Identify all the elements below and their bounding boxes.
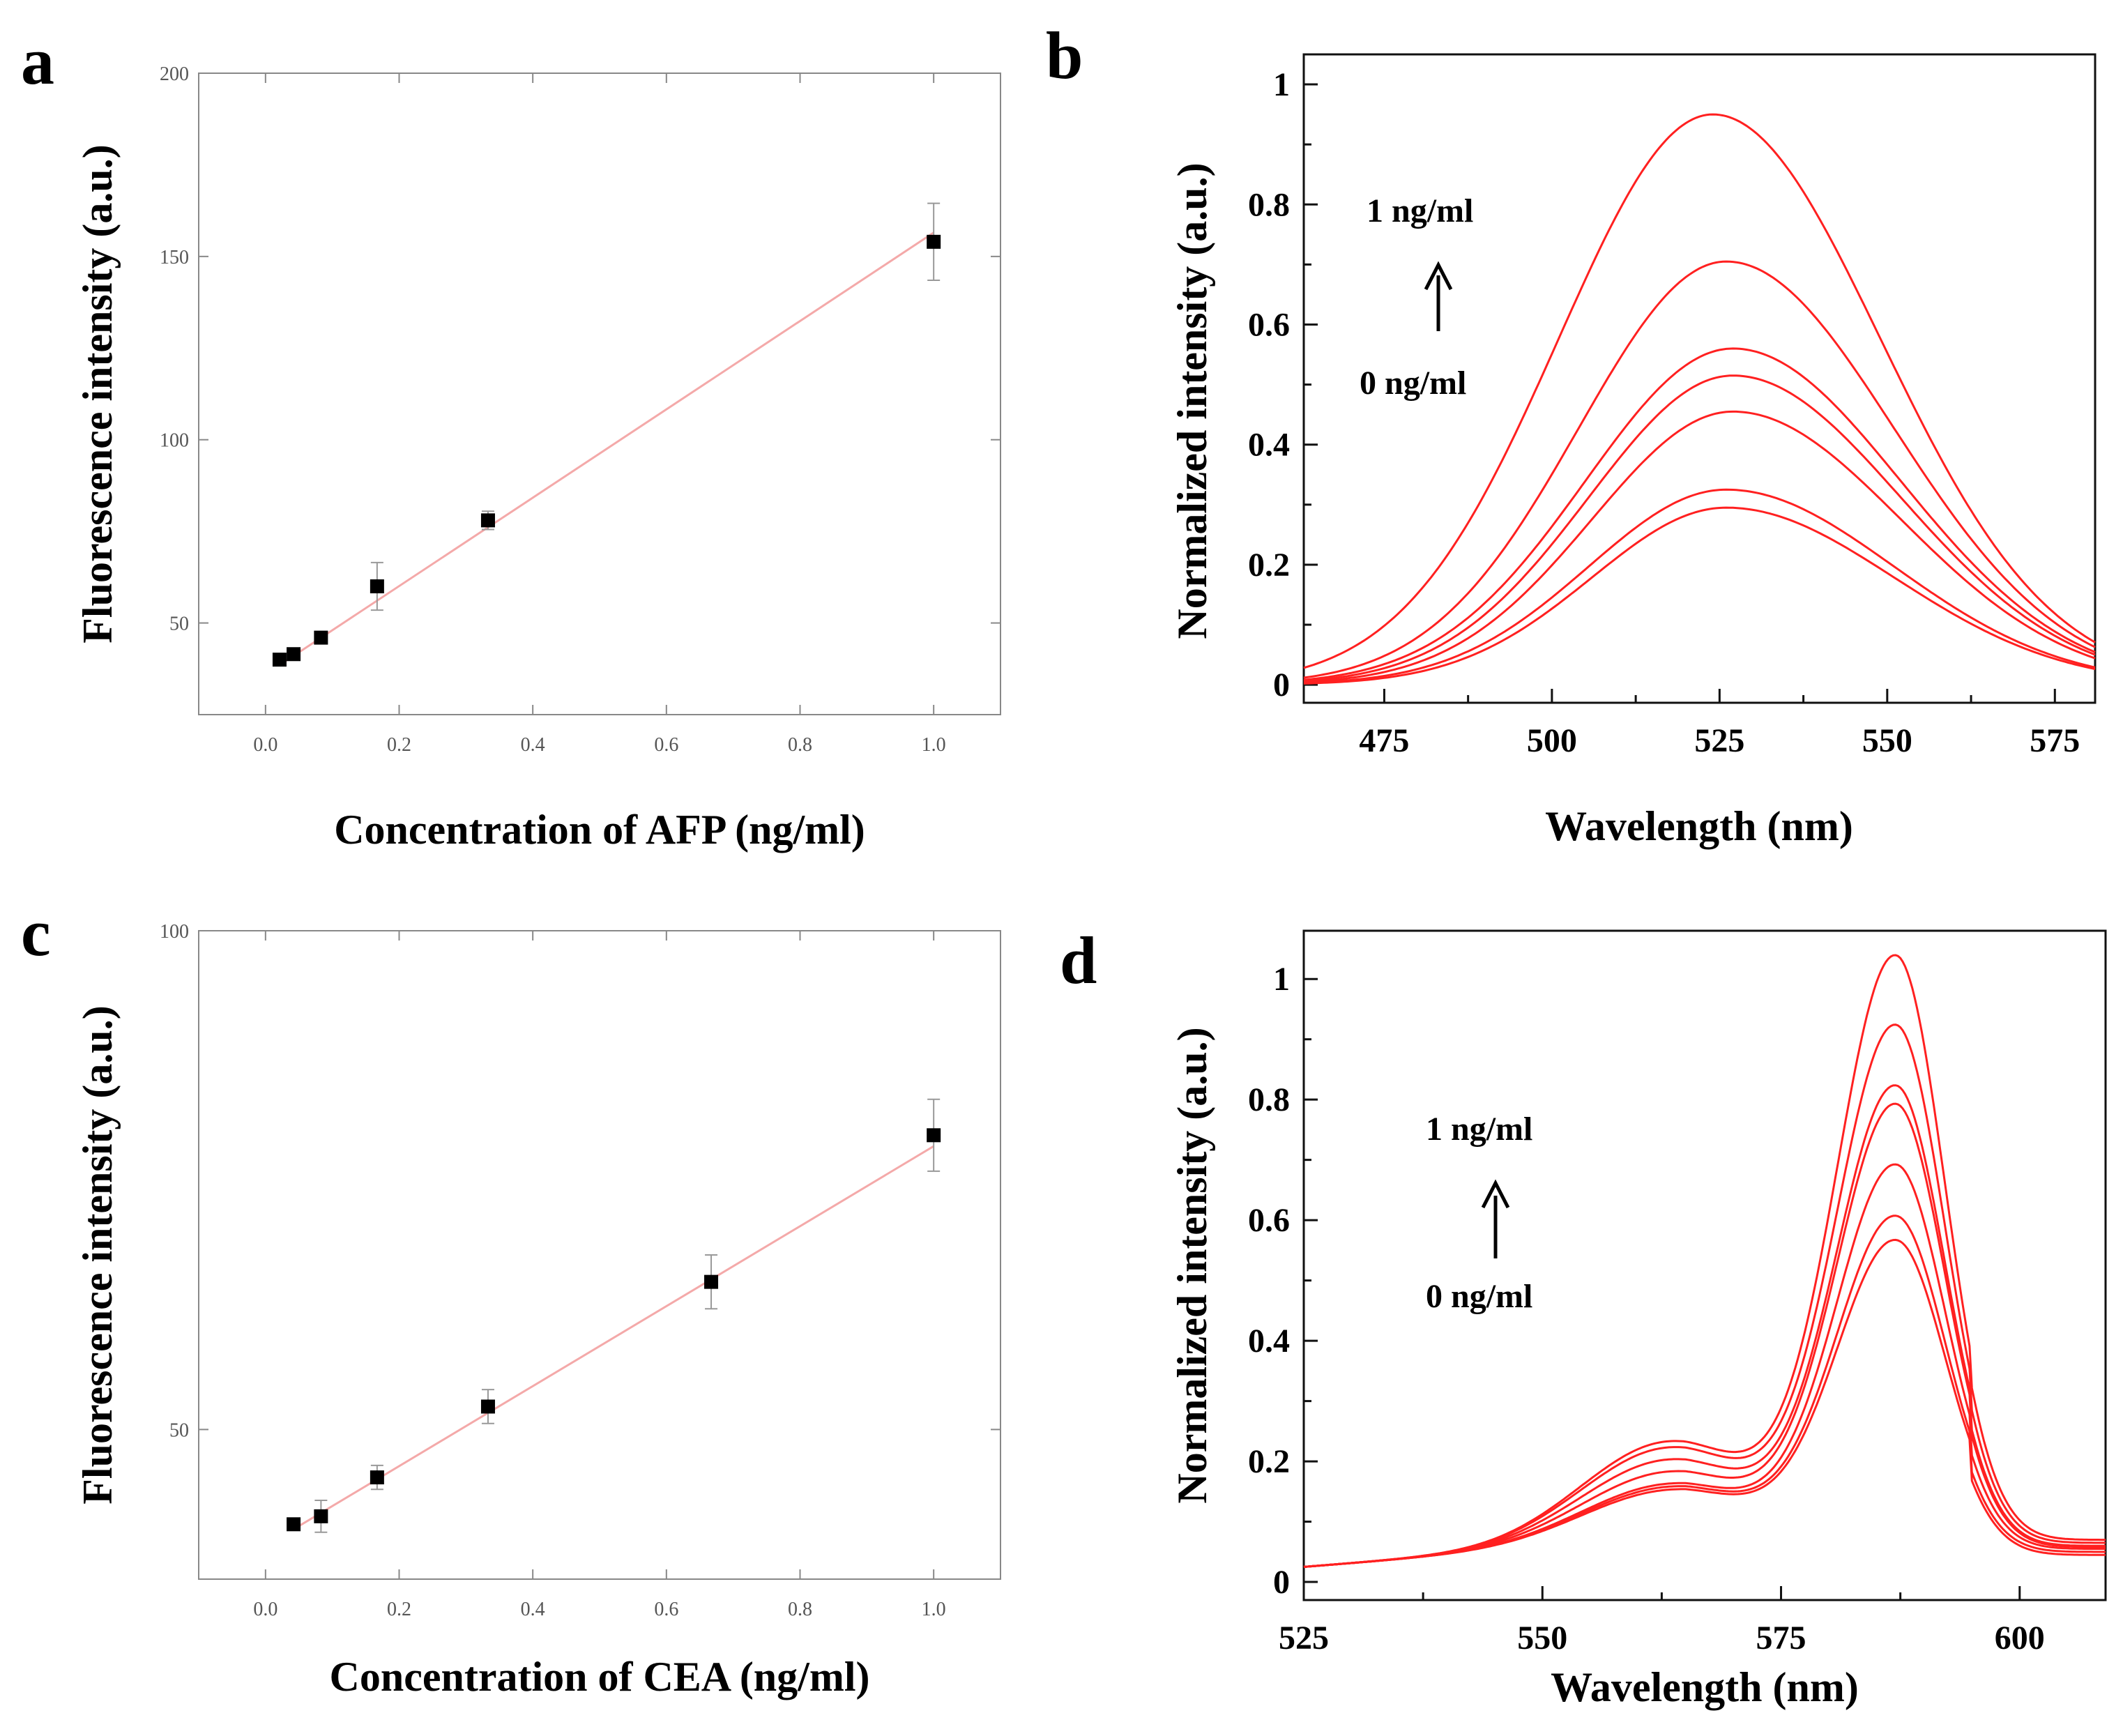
y-tick-label: 50 (169, 1419, 189, 1441)
panel-d-ylabel: Normalized intensity (a.u.) (1169, 1027, 1215, 1503)
panel-d-frame (1302, 929, 2107, 1601)
x-tick-label: 575 (2030, 722, 2080, 759)
x-tick-label: 0.8 (788, 734, 812, 756)
panel-b-annotation-high: 1 ng/ml (1367, 192, 1473, 229)
data-point (480, 1399, 495, 1414)
x-tick-label: 550 (1862, 722, 1912, 759)
y-tick-label: 0.4 (1248, 1323, 1290, 1360)
spectrum-line (1303, 347, 2096, 681)
y-tick-label: 0 (1273, 667, 1290, 703)
x-tick-label: 550 (1517, 1620, 1567, 1657)
panel-d-arrow (1481, 1179, 1510, 1258)
x-tick-label: 600 (1995, 1620, 2045, 1657)
x-tick-label: 0.4 (521, 1599, 545, 1620)
y-tick-label: 0.6 (1248, 1202, 1290, 1239)
y-tick-label: 0.8 (1248, 1081, 1290, 1118)
y-tick-label: 50 (169, 614, 189, 635)
x-tick-label: 0.0 (253, 734, 277, 756)
y-tick-label: 0.4 (1248, 427, 1290, 464)
y-tick-label: 100 (160, 921, 189, 943)
panel-c-xlabel: Concentration of CEA (ng/ml) (330, 1654, 870, 1700)
panel-d-arrow-head-icon (1481, 1179, 1510, 1209)
panel-b-arrow-head-icon (1424, 261, 1453, 291)
y-tick-label: 100 (160, 430, 189, 452)
panel-b-plot: 475 500 525 550 575 0 0.2 0.4 0.6 0.8 1 (1248, 66, 2096, 759)
panel-b-letter: b (1046, 18, 1083, 93)
x-tick-label: 575 (1756, 1620, 1806, 1657)
data-point (370, 579, 384, 593)
panel-d-xlabel: Wavelength (nm) (1551, 1664, 1859, 1710)
y-tick-label: 200 (160, 63, 189, 85)
y-tick-label: 0.6 (1248, 307, 1290, 344)
panel-b-arrow (1424, 261, 1453, 331)
data-point (370, 1470, 384, 1485)
x-tick-label: 475 (1359, 722, 1409, 759)
data-point (480, 513, 495, 528)
panel-d: d 525 550 575 600 0 0.2 0.4 0.6 0.8 1 1 ng/ml 0 n… (1060, 923, 2107, 1710)
x-tick-label: 0.2 (387, 1599, 411, 1620)
panel-a-letter: a (21, 24, 54, 98)
data-point (314, 630, 328, 645)
data-point (927, 1128, 941, 1143)
x-tick-label: 1.0 (922, 1599, 946, 1620)
panel-a-xlabel: Concentration of AFP (ng/ml) (334, 807, 865, 853)
x-tick-label: 525 (1694, 722, 1744, 759)
x-tick-label: 500 (1527, 722, 1577, 759)
y-tick-label: 0.2 (1248, 1443, 1290, 1480)
panel-a-frame (198, 73, 1001, 715)
panel-c-plot: 0.0 0.2 0.4 0.6 0.8 1.0 50 100 (160, 921, 1000, 1620)
x-tick-label: 525 (1279, 1620, 1329, 1657)
x-tick-label: 0.6 (654, 734, 678, 756)
spectrum-line (1303, 374, 2096, 683)
y-tick-label: 1 (1273, 961, 1290, 998)
y-tick-label: 1 (1273, 66, 1290, 103)
y-tick-label: 0.2 (1248, 547, 1290, 584)
x-tick-label: 0.2 (387, 734, 411, 756)
panel-d-annotation-high: 1 ng/ml (1426, 1111, 1532, 1148)
panel-b-ylabel: Normalized intensity (a.u.) (1169, 162, 1215, 639)
x-tick-label: 0.4 (521, 734, 545, 756)
panel-a-plot: 0.0 0.2 0.4 0.6 0.8 1.0 50 100 150 200 (160, 63, 1000, 756)
spectrum-line (1303, 488, 2096, 685)
data-point (287, 647, 301, 662)
fit-line (279, 231, 934, 667)
panel-b-annotation-low: 0 ng/ml (1360, 365, 1466, 402)
panel-c-letter: c (21, 895, 51, 970)
y-tick-label: 0.8 (1248, 186, 1290, 223)
spectrum-line (1303, 1163, 2106, 1568)
data-point (287, 1517, 301, 1532)
panel-a: a 0.0 0.2 0.4 0.6 0.8 1.0 50 100 150 200 Concentr… (21, 24, 1001, 853)
panel-d-annotation-low: 0 ng/ml (1426, 1278, 1532, 1315)
data-point (927, 234, 941, 249)
spectrum-line (1303, 506, 2096, 685)
spectrum-line (1303, 1102, 2106, 1568)
panel-d-letter: d (1060, 923, 1097, 998)
panel-c-ylabel: Fluorescence intensity (a.u.) (75, 1005, 121, 1504)
panel-c-frame (198, 930, 1001, 1580)
y-tick-label: 150 (160, 247, 189, 268)
panel-d-plot: 525 550 575 600 0 0.2 0.4 0.6 0.8 1 (1248, 954, 2106, 1657)
spectrum-line (1303, 410, 2096, 683)
x-tick-label: 0.6 (654, 1599, 678, 1620)
data-point (272, 653, 287, 667)
x-tick-label: 1.0 (922, 734, 946, 756)
x-tick-label: 0.0 (253, 1599, 277, 1620)
spectrum-line (1303, 1084, 2106, 1568)
spectrum-line (1303, 260, 2096, 679)
y-tick-label: 0 (1273, 1564, 1290, 1601)
data-point (704, 1274, 719, 1289)
panel-b-xlabel: Wavelength (nm) (1545, 803, 1853, 849)
x-tick-label: 0.8 (788, 1599, 812, 1620)
panel-c: c 0.0 0.2 0.4 0.6 0.8 1.0 50 100 Concentration … (21, 895, 1001, 1700)
spectrum-line (1303, 1238, 2106, 1568)
fit-line (293, 1145, 934, 1530)
data-point (314, 1509, 328, 1523)
spectrum-line (1303, 113, 2096, 669)
spectrum-line (1303, 1215, 2106, 1568)
panel-b-frame (1302, 53, 2097, 704)
panel-a-ylabel: Fluorescence intensity (a.u.) (75, 144, 121, 643)
